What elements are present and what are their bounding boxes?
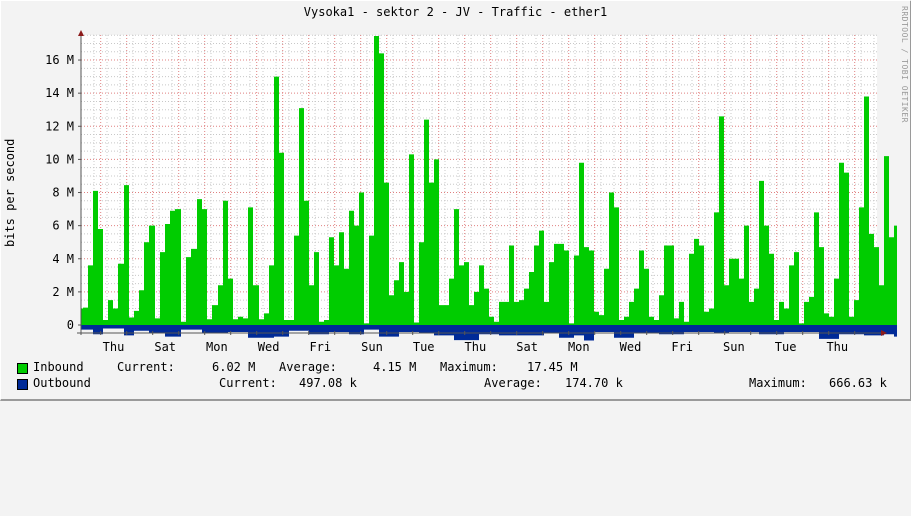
y-tick-label: 2 M	[52, 285, 74, 299]
legend-row-inbound: Inbound Current: 6.02 M Average: 4.15 M …	[0, 360, 911, 375]
x-tick-label: Wed	[620, 340, 642, 354]
x-axis-arrow-icon	[881, 330, 887, 336]
inbound-current-label: Current:	[117, 360, 175, 374]
inbound-swatch-icon	[17, 363, 28, 374]
y-tick-label: 6 M	[52, 219, 74, 233]
y-tick-label: 10 M	[45, 152, 74, 166]
y-tick-label: 12 M	[45, 119, 74, 133]
x-tick-label: Wed	[258, 340, 280, 354]
inbound-average-label: Average:	[279, 360, 337, 374]
major-grid	[81, 35, 877, 325]
outbound-maximum-value: 666.63 k	[829, 376, 887, 390]
outbound-average-value: 174.70 k	[565, 376, 623, 390]
y-axis-arrow-icon	[78, 30, 84, 36]
inbound-area	[81, 36, 897, 325]
x-tick-label: Sun	[361, 340, 383, 354]
inbound-maximum-value: 17.45 M	[527, 360, 578, 374]
x-tick-label: Fri	[309, 340, 331, 354]
inbound-maximum-label: Maximum:	[440, 360, 498, 374]
y-tick-label: 8 M	[52, 186, 74, 200]
x-tick-label: Tue	[413, 340, 435, 354]
x-tick-label: Thu	[826, 340, 848, 354]
y-tick-label: 14 M	[45, 86, 74, 100]
outbound-average-label: Average:	[484, 376, 542, 390]
x-tick-label: Mon	[568, 340, 590, 354]
rrdtool-watermark: RRDTOOL / TOBI OETIKER	[900, 6, 909, 123]
y-tick-label: 4 M	[52, 252, 74, 266]
x-tick-label: Tue	[775, 340, 797, 354]
x-axis-ticks: Thu Sat Mon Wed Fri Sun Tue Thu Sat Mon Wed Fri Sun T…	[100, 331, 856, 354]
x-tick-label: Thu	[465, 340, 487, 354]
x-tick-label: Sat	[516, 340, 538, 354]
inbound-label: Inbound	[33, 360, 84, 374]
plot-area: 0 2 M 4 M 6 M 8 M 10 M 12 M 14 M 16 M Thu Sat Mon W…	[45, 30, 897, 354]
y-axis-ticks: 0 2 M 4 M 6 M 8 M 10 M 12 M 14 M 16 M	[45, 53, 81, 332]
y-tick-label: 0	[67, 318, 74, 332]
inbound-current-value: 6.02 M	[212, 360, 256, 374]
outbound-swatch-icon	[17, 379, 28, 390]
outbound-current-value: 497.08 k	[299, 376, 357, 390]
minor-grid	[81, 34, 877, 325]
x-tick-label: Sun	[723, 340, 745, 354]
x-tick-label: Mon	[206, 340, 228, 354]
x-tick-label: Thu	[103, 340, 125, 354]
outbound-maximum-label: Maximum:	[749, 376, 807, 390]
outbound-current-label: Current:	[219, 376, 277, 390]
legend-row-outbound: Outbound Current: 497.08 k Average: 174.…	[0, 376, 911, 391]
chart-title: Vysoka1 - sektor 2 - JV - Traffic - ethe…	[303, 5, 608, 19]
x-tick-label: Fri	[671, 340, 693, 354]
y-tick-label: 16 M	[45, 53, 74, 67]
inbound-average-value: 4.15 M	[373, 360, 417, 374]
outbound-label: Outbound	[33, 376, 91, 390]
x-tick-label: Sat	[154, 340, 176, 354]
